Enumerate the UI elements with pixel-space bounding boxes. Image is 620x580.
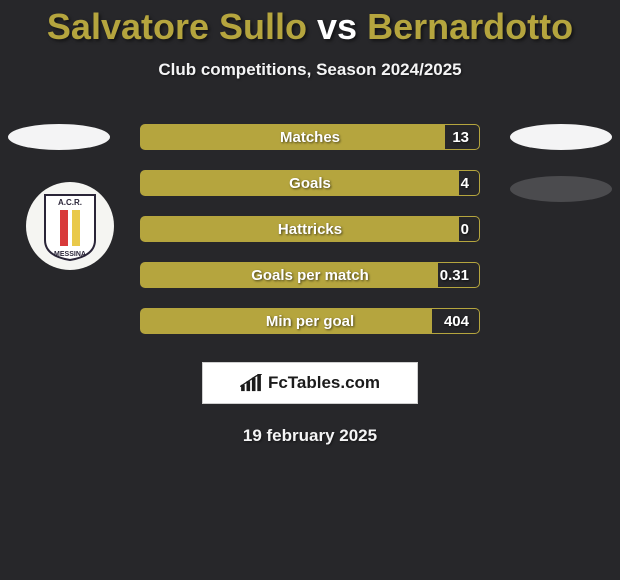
- stat-label: Matches: [280, 129, 340, 146]
- stat-bar: Goals 4: [140, 170, 480, 196]
- stat-value: 0: [461, 221, 469, 238]
- player1-oval: [8, 124, 110, 150]
- bar-chart-icon: [240, 374, 262, 392]
- stat-bar: Matches 13: [140, 124, 480, 150]
- stat-bar: Min per goal 404: [140, 308, 480, 334]
- club-logo: A.C.R. MESSINA: [26, 182, 114, 270]
- stat-label: Min per goal: [266, 313, 354, 330]
- stat-label: Hattricks: [278, 221, 342, 238]
- stat-label: Goals per match: [251, 267, 369, 284]
- stat-bar: Goals per match 0.31: [140, 262, 480, 288]
- svg-text:MESSINA: MESSINA: [54, 251, 86, 258]
- comparison-stage: A.C.R. MESSINA Matches 13 Goals 4 Hattricks 0…: [0, 124, 620, 334]
- player2-oval: [510, 124, 612, 150]
- player2-oval-shadow: [510, 176, 612, 202]
- snapshot-date: 19 february 2025: [0, 426, 620, 446]
- vs-text: vs: [317, 6, 357, 47]
- stat-value: 0.31: [440, 267, 469, 284]
- player2-name: Bernardotto: [367, 6, 573, 47]
- stat-label: Goals: [289, 175, 331, 192]
- stat-value: 4: [461, 175, 469, 192]
- comparison-title: Salvatore Sullo vs Bernardotto: [0, 0, 620, 48]
- svg-text:A.C.R.: A.C.R.: [58, 198, 82, 207]
- stat-bar: Hattricks 0: [140, 216, 480, 242]
- stat-value: 404: [444, 313, 469, 330]
- stat-bars: Matches 13 Goals 4 Hattricks 0 Goals per match…: [140, 124, 480, 334]
- brand-box[interactable]: FcTables.com: [202, 362, 418, 404]
- stat-value: 13: [452, 129, 469, 146]
- player1-name: Salvatore Sullo: [47, 6, 307, 47]
- messina-shield-icon: A.C.R. MESSINA: [40, 190, 100, 262]
- subtitle: Club competitions, Season 2024/2025: [0, 60, 620, 80]
- brand-text: FcTables.com: [268, 373, 380, 393]
